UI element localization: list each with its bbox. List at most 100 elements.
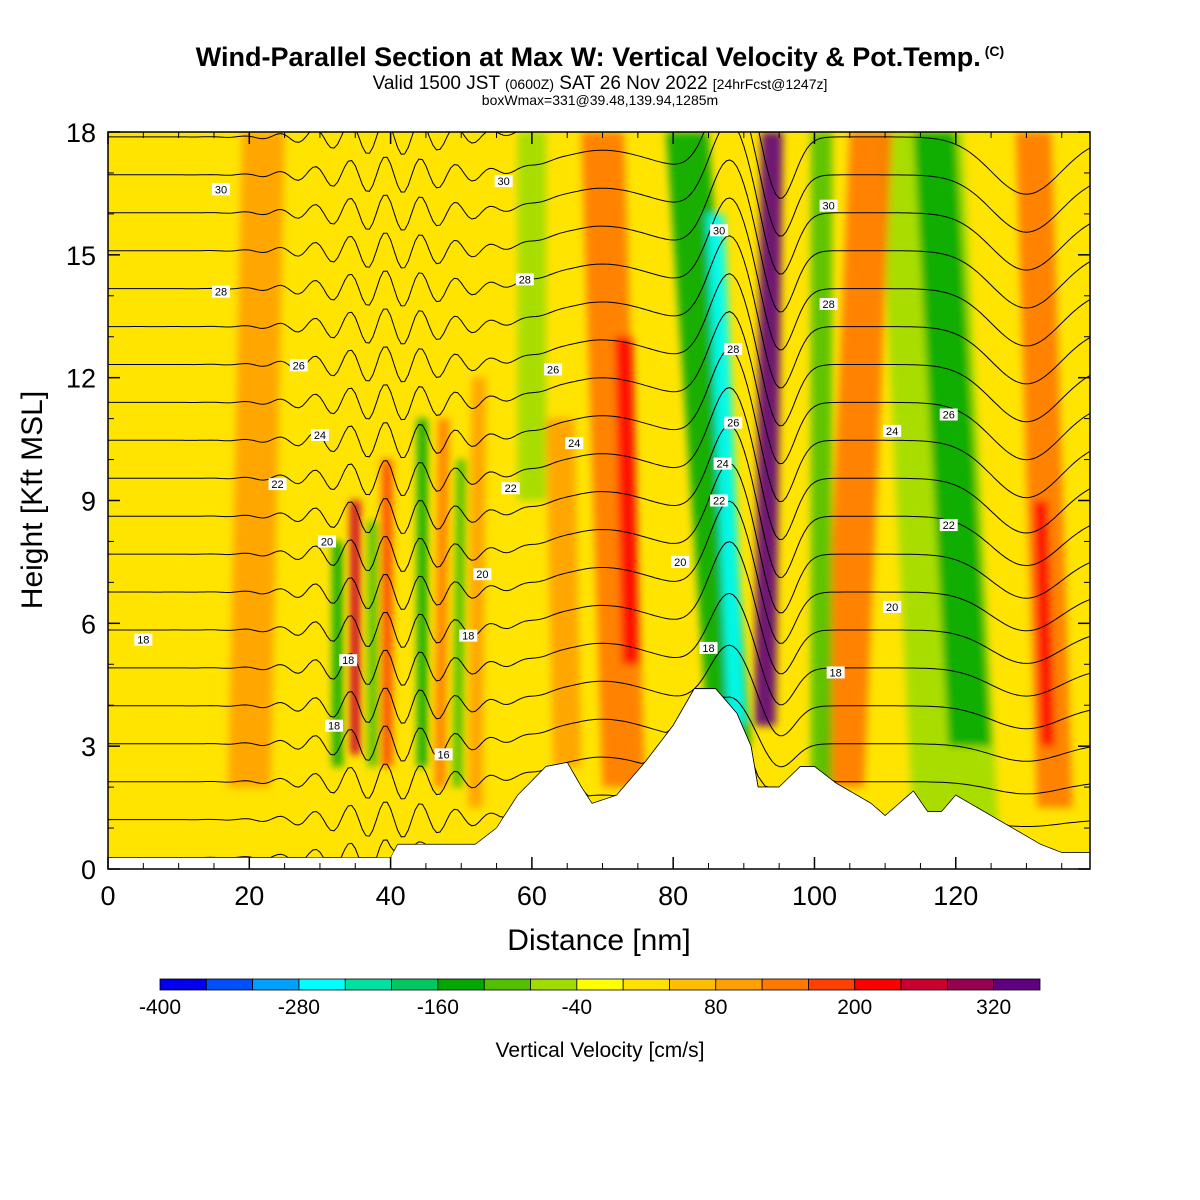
y-tick-label: 6 <box>81 609 96 639</box>
svg-text:30: 30 <box>215 184 227 196</box>
colorbar-swatch <box>622 978 670 991</box>
theta-contour-label: 18 <box>826 666 845 679</box>
colorbar-swatch <box>993 978 1041 991</box>
updraft-band <box>546 418 582 767</box>
colorbar-swatch <box>854 978 902 991</box>
theta-contour <box>108 349 1090 503</box>
theta-contour-label: 18 <box>459 629 478 643</box>
colorbar-tick-label: -280 <box>278 996 320 1019</box>
updraft-band <box>614 336 640 665</box>
copyright-mark: (C) <box>984 43 1005 59</box>
plot-area: 30 28 26 24 22 20 18 18 18 16 18 20 22 24 26 28 30 20 18 22… <box>108 132 1090 869</box>
box-info: boxWmax=331@39.48,139.94,1285m <box>481 92 719 108</box>
svg-text:22: 22 <box>271 479 283 491</box>
colorbar-label: Vertical Velocity [cm/s] <box>496 1039 705 1062</box>
theta-contour-label: 18 <box>339 654 358 667</box>
svg-text:28: 28 <box>727 344 739 356</box>
updraft-band <box>1015 132 1073 808</box>
theta-contour-label: 20 <box>473 568 492 581</box>
svg-text:18: 18 <box>830 667 842 679</box>
colorbar-swatch <box>900 978 948 991</box>
svg-text:26: 26 <box>727 418 739 430</box>
svg-text:26: 26 <box>943 410 955 422</box>
theta-contour-label: 30 <box>212 183 231 196</box>
theta-contour-label: 28 <box>515 273 534 286</box>
colorbar-swatch <box>530 978 578 991</box>
colorbar-tick-label: -40 <box>562 996 592 1019</box>
chart-title-text: Wind-Parallel Section at Max W: Vertical… <box>195 42 981 72</box>
svg-text:28: 28 <box>215 287 227 299</box>
svg-text:26: 26 <box>547 364 559 376</box>
x-axis: 0 20 40 60 80 100 120 <box>100 132 1063 911</box>
colorbar-swatch <box>391 978 439 991</box>
y-tick-label: 15 <box>66 241 96 271</box>
svg-text:20: 20 <box>476 569 488 581</box>
updraft-band <box>821 132 893 788</box>
theta-contour-label: 24 <box>883 424 902 438</box>
svg-text:20: 20 <box>321 536 333 548</box>
colorbar: -400 -280 -160 -40 80 200 320 <box>139 978 1041 1019</box>
svg-text:28: 28 <box>822 299 834 311</box>
y-tick-label: 18 <box>66 118 96 148</box>
colorbar-tick-label: 200 <box>837 996 872 1019</box>
svg-text:18: 18 <box>137 635 149 647</box>
downdraft-band <box>452 459 467 788</box>
theta-contour-label: 30 <box>494 175 513 188</box>
theta-contour-label: 28 <box>724 343 743 356</box>
svg-text:30: 30 <box>498 176 510 188</box>
colorbar-swatch <box>298 978 346 991</box>
theta-contour-label: 26 <box>939 408 958 422</box>
colorbar-swatch <box>252 978 300 991</box>
svg-text:16: 16 <box>437 749 449 761</box>
theta-contour <box>108 235 1090 389</box>
theta-contour-label: 20 <box>318 535 337 548</box>
y-tick-label: 0 <box>81 855 96 885</box>
downdraft-band <box>810 132 833 788</box>
colorbar-swatch <box>576 978 624 991</box>
colorbar-swatch <box>946 978 995 991</box>
theta-contour <box>108 644 1090 737</box>
theta-contour-label: 20 <box>883 600 902 614</box>
downdraft-band <box>517 132 547 501</box>
updraft-band <box>468 377 486 808</box>
colorbar-swatch <box>483 978 531 991</box>
svg-text:18: 18 <box>328 721 340 733</box>
theta-contour <box>108 592 1090 706</box>
theta-contour-label: 26 <box>724 416 743 430</box>
x-tick-label: 0 <box>100 881 115 911</box>
forecast-info: [24hrFcst@1247z] <box>712 76 828 92</box>
y-axis-label: Height [Kft MSL] <box>16 391 49 609</box>
valid-time: Valid 1500 JST <box>372 73 500 94</box>
theta-contour <box>108 688 1090 800</box>
colorbar-swatch <box>344 978 392 991</box>
theta-contour-label: 22 <box>710 494 729 508</box>
theta-contour-label: 18 <box>699 641 718 655</box>
svg-text:24: 24 <box>314 430 326 442</box>
theta-contour <box>108 197 1090 351</box>
theta-contour <box>108 132 1090 237</box>
theta-contour <box>108 462 1090 614</box>
svg-text:20: 20 <box>674 557 686 569</box>
theta-contour <box>108 424 1090 578</box>
svg-text:28: 28 <box>519 274 531 286</box>
colorbar-swatch <box>808 978 856 991</box>
svg-text:24: 24 <box>886 426 898 438</box>
theta-contour-label: 18 <box>134 633 153 647</box>
updraft-band <box>349 500 361 755</box>
theta-contour-label: 20 <box>671 555 690 569</box>
svg-text:24: 24 <box>717 459 729 471</box>
theta-contour <box>108 688 1090 768</box>
svg-text:22: 22 <box>943 520 955 532</box>
x-tick-label: 60 <box>517 881 547 911</box>
theta-contour <box>108 273 1090 427</box>
x-tick-label: 20 <box>234 881 264 911</box>
theta-contour <box>108 132 1090 275</box>
theta-contour <box>108 500 1090 644</box>
theta-contour-label: 26 <box>544 363 563 376</box>
x-tick-label: 120 <box>933 881 978 911</box>
colorbar-swatch <box>715 978 763 991</box>
svg-text:20: 20 <box>886 602 898 614</box>
theta-contour-label: 28 <box>819 297 838 311</box>
svg-text:18: 18 <box>462 631 474 643</box>
